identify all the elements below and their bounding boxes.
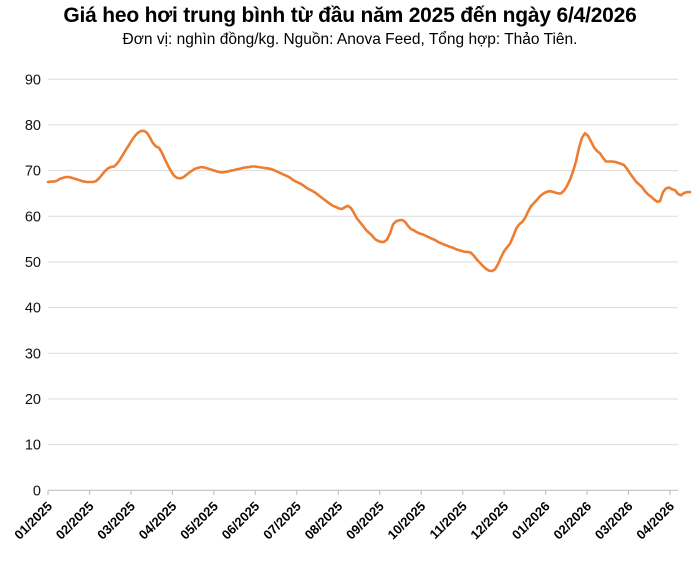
x-tick-label: 07/2025 [260,499,304,543]
x-tick-label: 05/2025 [177,499,221,543]
y-tick-label: 0 [33,483,41,499]
x-tick-label: 02/2026 [550,499,594,543]
x-tick-label: 03/2025 [94,499,138,543]
x-tick-label: 01/2025 [11,499,55,543]
y-tick-label: 20 [25,392,41,408]
y-axis-labels: 0 10 20 30 40 50 60 70 80 90 [25,72,41,499]
y-tick-label: 70 [25,164,41,180]
x-tick-label: 02/2025 [53,499,97,543]
x-tick-label: 11/2025 [426,499,469,542]
y-tick-label: 50 [25,255,41,271]
plot-area [46,129,692,273]
x-tick-label: 04/2025 [136,499,180,543]
x-axis-tick-marks [47,490,671,495]
y-tick-label: 60 [25,209,41,225]
x-tick-label: 08/2025 [302,499,346,543]
x-tick-label: 04/2026 [633,499,677,543]
gridlines [48,78,678,491]
x-tick-label: 12/2025 [467,499,511,543]
x-tick-label: 03/2026 [592,499,636,543]
chart-subtitle: Đơn vị: nghìn đồng/kg. Nguồn: Anova Feed… [122,31,578,48]
y-tick-label: 80 [25,118,41,134]
x-axis-labels: 01/202502/202503/202504/202505/202506/20… [11,499,677,543]
chart-title: Giá heo hơi trung bình từ đầu năm 2025 đ… [63,4,637,27]
y-tick-label: 10 [25,438,41,454]
x-tick-label: 01/2026 [509,499,553,543]
x-tick-label: 09/2025 [343,499,387,543]
price-line [46,129,692,273]
x-tick-label: 06/2025 [219,499,263,543]
y-tick-label: 40 [25,301,41,317]
y-tick-label: 30 [25,346,41,362]
x-tick-label: 10/2025 [384,499,428,543]
y-tick-label: 90 [25,72,41,88]
